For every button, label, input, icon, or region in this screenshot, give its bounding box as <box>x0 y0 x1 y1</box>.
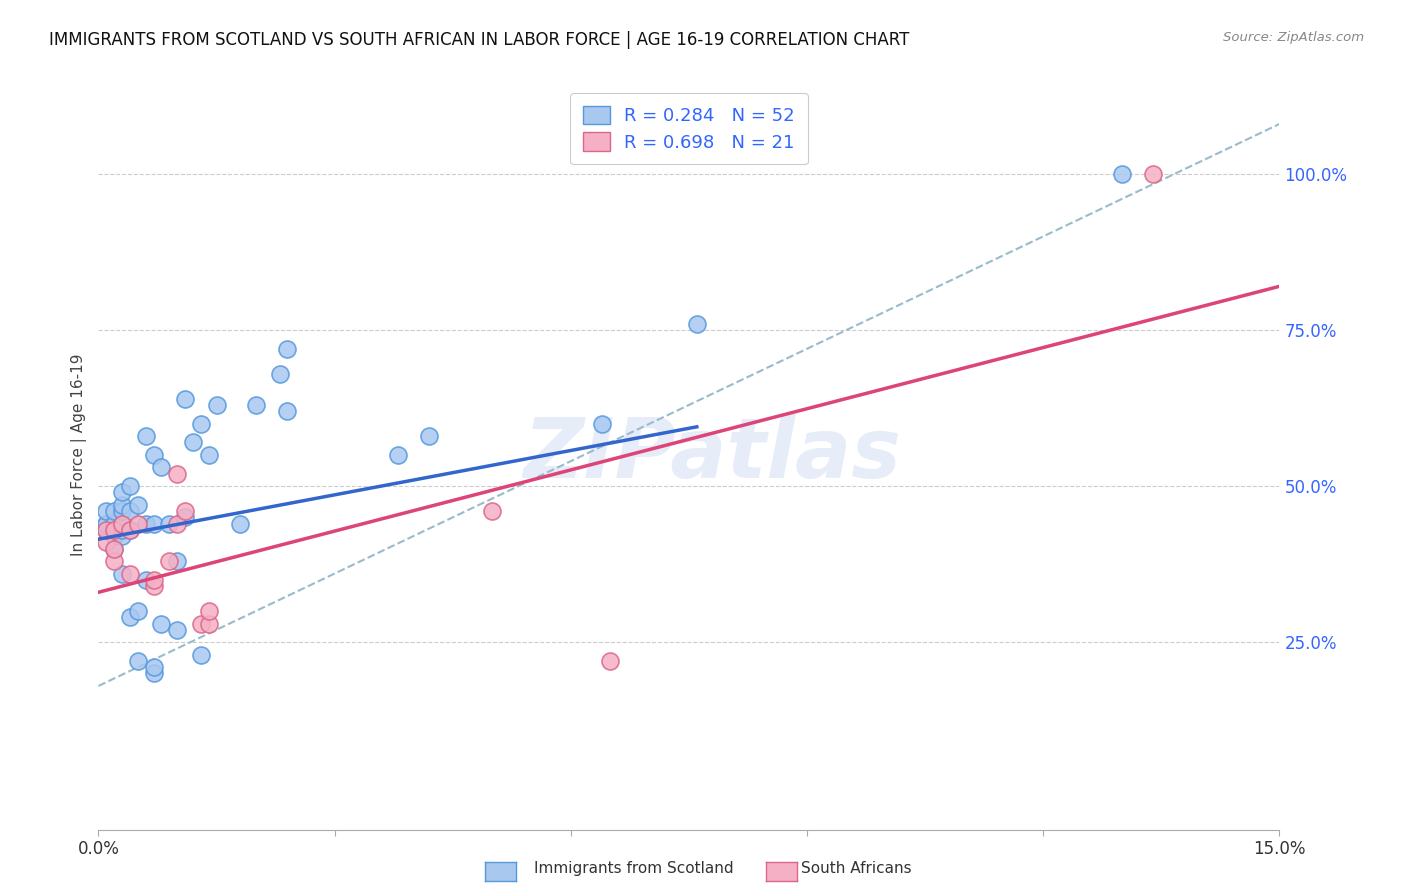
Text: Immigrants from Scotland: Immigrants from Scotland <box>534 861 734 876</box>
Point <box>127 654 149 668</box>
Point <box>166 554 188 568</box>
Point <box>118 523 141 537</box>
Point <box>111 516 134 531</box>
Point <box>118 504 141 518</box>
Point <box>418 429 440 443</box>
Point <box>118 566 141 581</box>
Point <box>197 448 219 462</box>
Point <box>111 498 134 512</box>
Point <box>103 504 125 518</box>
Point <box>127 516 149 531</box>
Point <box>181 435 204 450</box>
Point <box>197 616 219 631</box>
Text: ZIPatlas: ZIPatlas <box>523 415 901 495</box>
Point <box>103 541 125 556</box>
Point <box>174 392 197 406</box>
Point <box>190 616 212 631</box>
Point <box>174 510 197 524</box>
Point <box>245 398 267 412</box>
Point <box>166 467 188 481</box>
Point <box>118 523 141 537</box>
Text: South Africans: South Africans <box>801 861 912 876</box>
Point <box>197 604 219 618</box>
Point <box>142 573 165 587</box>
Y-axis label: In Labor Force | Age 16-19: In Labor Force | Age 16-19 <box>72 353 87 557</box>
Point <box>103 523 125 537</box>
Point <box>96 523 118 537</box>
Point <box>103 523 125 537</box>
Point <box>387 448 409 462</box>
Point <box>1142 167 1164 181</box>
Point <box>96 535 118 549</box>
Point <box>142 660 165 674</box>
Point <box>166 623 188 637</box>
Point <box>142 448 165 462</box>
Point <box>96 504 118 518</box>
Point <box>96 516 118 531</box>
Point <box>111 516 134 531</box>
Point <box>127 604 149 618</box>
Point <box>118 610 141 624</box>
Point <box>103 516 125 531</box>
Point <box>205 398 228 412</box>
Point <box>96 516 118 531</box>
Point <box>166 516 188 531</box>
Point <box>135 429 157 443</box>
Point <box>111 523 134 537</box>
Text: Source: ZipAtlas.com: Source: ZipAtlas.com <box>1223 31 1364 45</box>
Legend: R = 0.284   N = 52, R = 0.698   N = 21: R = 0.284 N = 52, R = 0.698 N = 21 <box>571 93 807 164</box>
Point <box>96 523 118 537</box>
Point <box>111 566 134 581</box>
Point <box>157 516 180 531</box>
Point <box>599 654 621 668</box>
Point <box>174 504 197 518</box>
Point <box>103 529 125 543</box>
Point <box>111 529 134 543</box>
Point <box>481 504 503 518</box>
Point <box>135 516 157 531</box>
Text: IMMIGRANTS FROM SCOTLAND VS SOUTH AFRICAN IN LABOR FORCE | AGE 16-19 CORRELATION: IMMIGRANTS FROM SCOTLAND VS SOUTH AFRICA… <box>49 31 910 49</box>
Point <box>269 367 291 381</box>
Point <box>127 498 149 512</box>
Point <box>276 342 298 356</box>
Point <box>118 479 141 493</box>
Point <box>150 460 173 475</box>
Point <box>103 541 125 556</box>
Point <box>229 516 252 531</box>
Point <box>111 485 134 500</box>
Point <box>111 504 134 518</box>
Point <box>1111 167 1133 181</box>
Point <box>157 554 180 568</box>
Point <box>142 666 165 681</box>
Point <box>190 648 212 662</box>
Point <box>190 417 212 431</box>
Point <box>135 573 157 587</box>
Point <box>150 616 173 631</box>
Point <box>276 404 298 418</box>
Point <box>103 554 125 568</box>
Point <box>142 516 165 531</box>
Point <box>142 579 165 593</box>
Point <box>591 417 613 431</box>
Point <box>686 317 709 331</box>
